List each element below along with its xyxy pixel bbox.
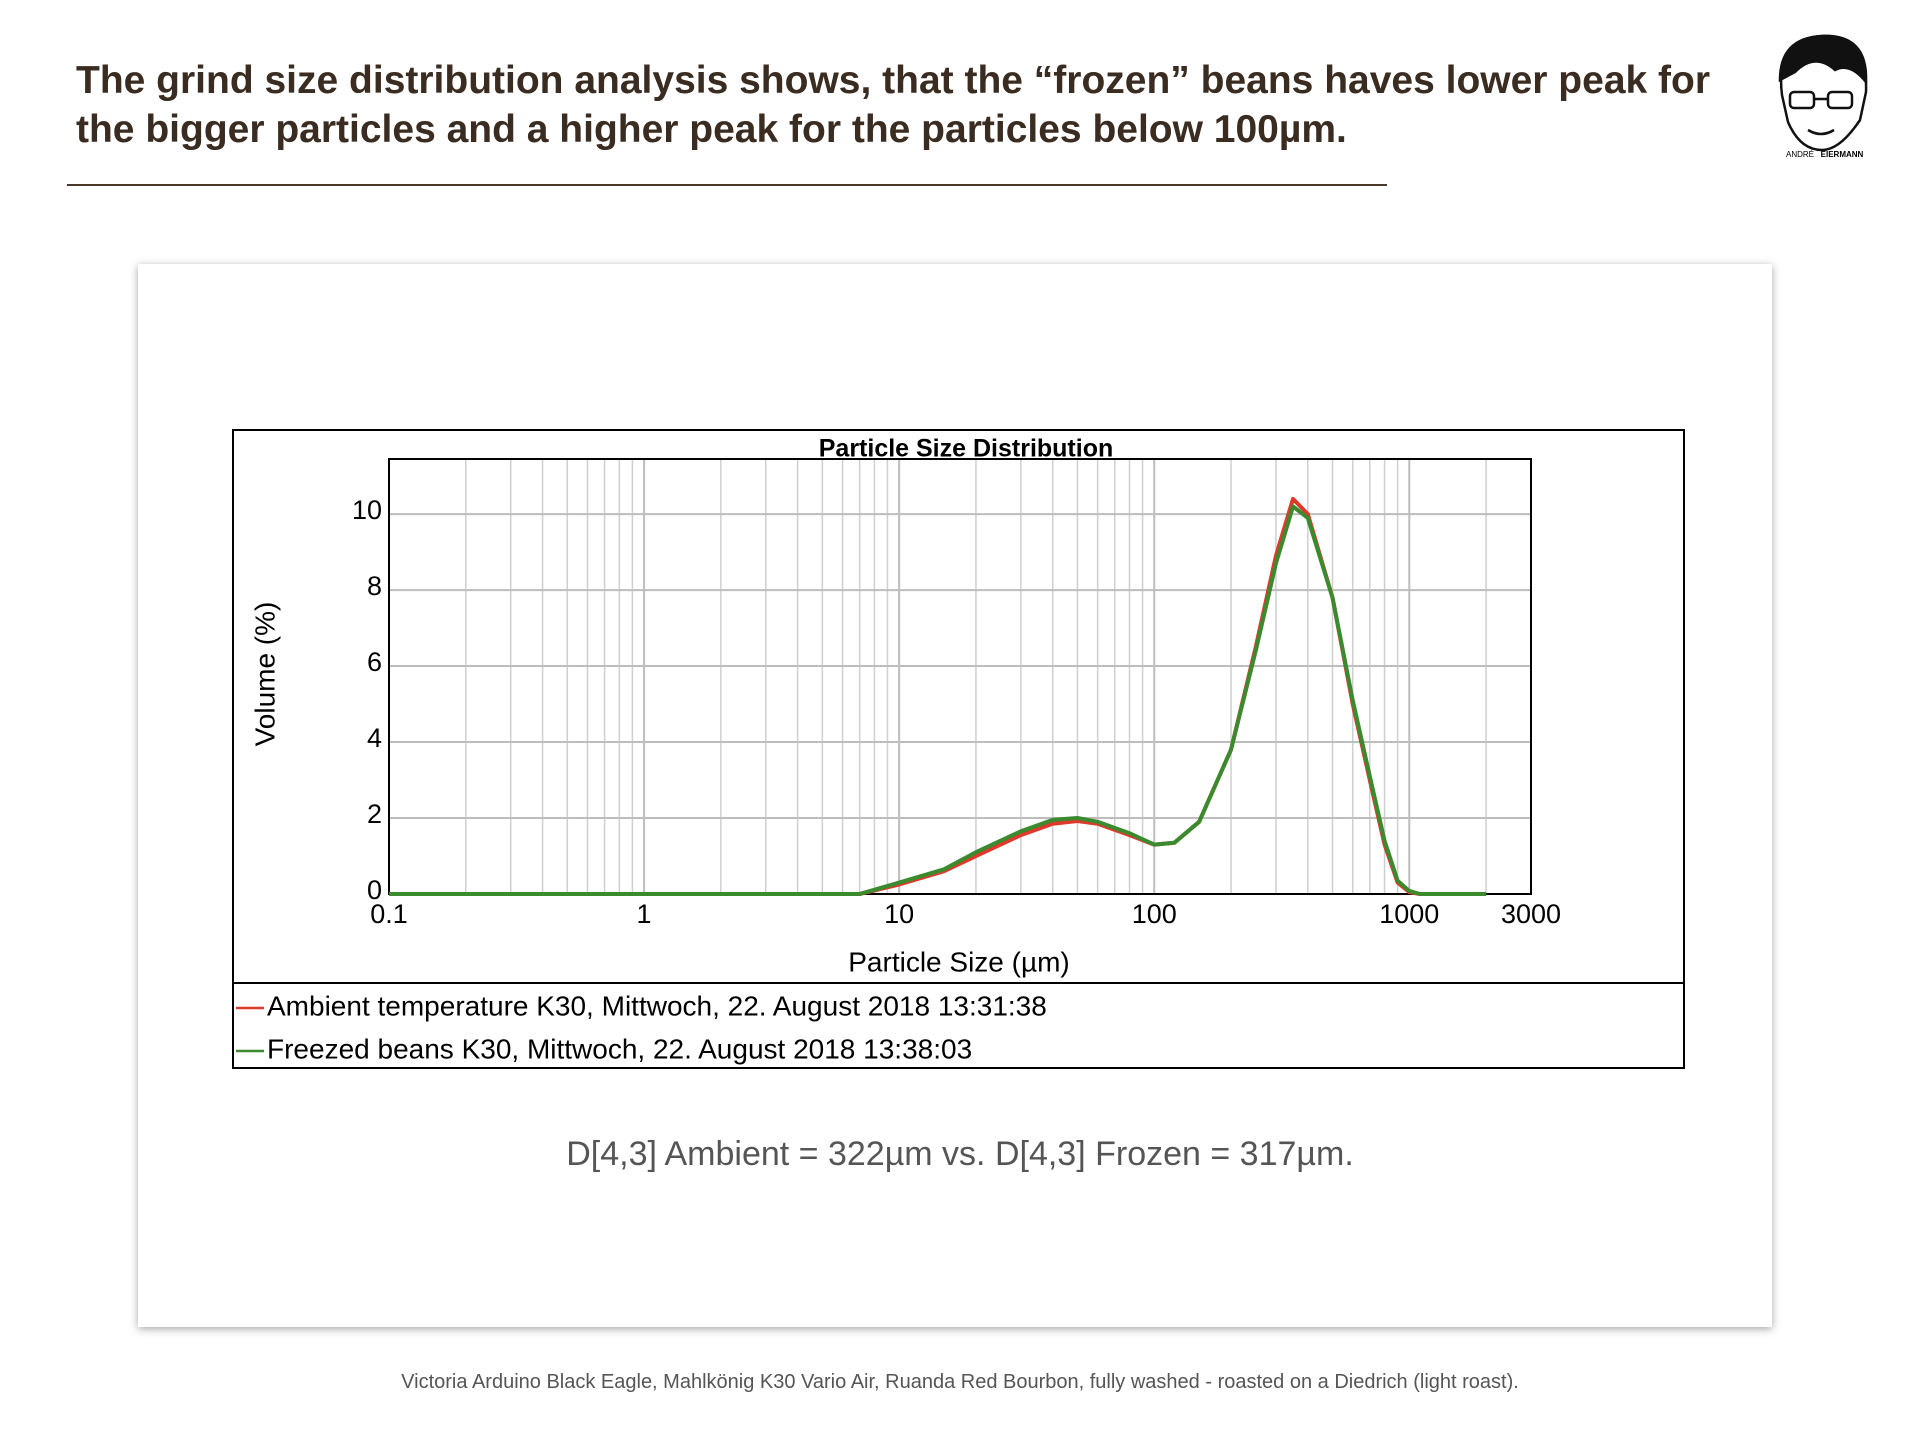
caption: D[4,3] Ambient = 322µm vs. D[4,3] Frozen… — [566, 1135, 1354, 1173]
footer: Victoria Arduino Black Eagle, Mahlkönig … — [401, 1371, 1519, 1393]
chart-title: Particle Size Distribution — [819, 435, 1114, 463]
plot-area — [388, 458, 1532, 895]
legend-label: Ambient temperature K30, Mittwoch, 22. A… — [267, 990, 1047, 1021]
data-line — [389, 504, 1487, 896]
slide-title: The grind size distribution analysis sho… — [76, 59, 1711, 151]
y-tick-label: 4 — [367, 723, 382, 753]
logo-last: EIERMANN — [1821, 150, 1864, 159]
logo: ANDRÉ EIERMANN — [1778, 34, 1868, 159]
x-tick-label: 1 — [637, 899, 652, 929]
y-tick-label: 0 — [367, 875, 382, 905]
legend-label: Freezed beans K30, Mittwoch, 22. August … — [267, 1033, 972, 1064]
y-axis-label: Volume (%) — [249, 602, 280, 747]
y-tick-label: 2 — [367, 799, 382, 829]
y-tick-label: 10 — [352, 495, 382, 525]
x-axis-label: Particle Size (µm) — [848, 946, 1070, 977]
x-tick-label: 10 — [884, 899, 914, 929]
x-tick-label: 3000 — [1501, 899, 1561, 929]
logo-first: ANDRÉ — [1786, 150, 1814, 159]
y-tick-label: 6 — [367, 647, 382, 677]
x-tick-label: 0.1 — [370, 899, 408, 929]
y-tick-label: 8 — [367, 571, 382, 601]
x-tick-label: 1000 — [1379, 899, 1439, 929]
chart-frame — [232, 429, 1685, 1069]
x-tick-label: 100 — [1132, 899, 1177, 929]
